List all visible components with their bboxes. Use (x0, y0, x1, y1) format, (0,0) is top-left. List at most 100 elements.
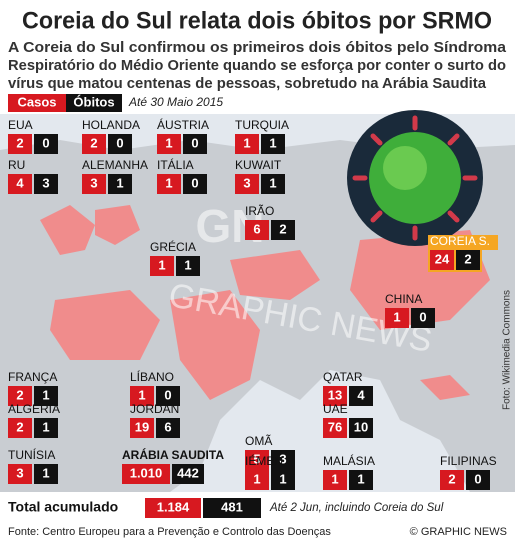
country-name: ITÁLIA (157, 157, 194, 172)
cases-box (323, 470, 347, 490)
subtitle: A Coreia do Sul confirmou os primeiros d… (8, 40, 507, 92)
cases-value: 13 (328, 387, 342, 402)
cases-value: 6 (253, 221, 260, 236)
deaths-value: 0 (474, 471, 481, 486)
cases-box (245, 470, 269, 490)
cases-value: 2 (16, 419, 23, 434)
country-name: TUNÍSIA (8, 447, 55, 462)
source: Fonte: Centro Europeu para a Prevenção e… (8, 526, 331, 538)
country-name: TURQUIA (235, 118, 289, 132)
cases-box (150, 256, 174, 276)
deaths-value: 10 (354, 419, 368, 434)
deaths-value: 1 (184, 257, 191, 272)
deaths-value: 1 (42, 387, 49, 402)
total-label: Total acumulado (8, 499, 118, 515)
cases-value: 2 (16, 135, 23, 150)
deaths-value: 0 (191, 135, 198, 150)
deaths-box (349, 470, 373, 490)
deaths-value: 2 (279, 221, 286, 236)
cases-value: 76 (328, 419, 342, 434)
title: Coreia do Sul relata dois óbitos por SRM… (22, 7, 492, 34)
country-name: ARÁBIA SAUDITA (122, 447, 224, 462)
cases-value: 1 (165, 135, 172, 150)
country-name: OMÃ (245, 434, 272, 448)
country-name: UAE (323, 402, 348, 416)
country-name: ALGERIA (8, 402, 60, 416)
country-name: FILIPINAS (440, 454, 497, 468)
subtitle-line: vírus que matou centenas de pessoas, sob… (8, 76, 487, 92)
cases-value: 1 (331, 471, 338, 486)
cases-value: 3 (90, 175, 97, 190)
cases-box (8, 134, 32, 154)
deaths-value: 3 (279, 451, 286, 466)
deaths-box (183, 174, 207, 194)
country-name: ALEMANHA (82, 158, 148, 172)
credit: © GRAPHIC NEWS (410, 526, 507, 538)
deaths-box (271, 220, 295, 240)
cases-box (130, 418, 154, 438)
total-note: Até 2 Jun, incluindo Coreia do Sul (269, 502, 444, 514)
country-name: LÍBANO (130, 369, 174, 384)
country-name: KUWAIT (235, 158, 282, 172)
country-name: IRÃO (245, 204, 274, 218)
total-deaths: 481 (221, 499, 243, 514)
deaths-box (156, 418, 180, 438)
legend-cases: Casos (17, 94, 56, 109)
cases-box (440, 470, 464, 490)
deaths-value: 1 (279, 471, 286, 486)
deaths-box (271, 470, 295, 490)
country-name: CHINA (385, 292, 422, 306)
deaths-value: 1 (42, 419, 49, 434)
cases-box (245, 220, 269, 240)
cases-box (157, 174, 181, 194)
country-name: COREIA S. (430, 234, 490, 248)
deaths-box (261, 134, 285, 154)
cases-value: 2 (16, 387, 23, 402)
deaths-box (156, 386, 180, 406)
deaths-value: 3 (42, 175, 49, 190)
cases-box (235, 134, 259, 154)
deaths-box (261, 174, 285, 194)
cases-value: 1 (393, 309, 400, 324)
cases-box (8, 174, 32, 194)
map-affected (40, 205, 490, 400)
cases-value: 1 (165, 175, 172, 190)
legend-cases-box (8, 94, 66, 112)
cases-box (82, 174, 106, 194)
cases-box (235, 174, 259, 194)
cases-value: 1 (138, 387, 145, 402)
cases-box (8, 386, 32, 406)
deaths-box (34, 418, 58, 438)
deaths-value: 442 (177, 465, 199, 480)
cases-value: 2 (448, 471, 455, 486)
cases-box (245, 450, 269, 470)
cases-value: 1 (253, 471, 260, 486)
cases-box (8, 464, 32, 484)
cases-value: 3 (243, 175, 250, 190)
deaths-value: 0 (164, 387, 171, 402)
deaths-box (34, 386, 58, 406)
cases-box (130, 386, 154, 406)
cases-value: 24 (435, 251, 450, 266)
cases-box (157, 134, 181, 154)
deaths-box (271, 450, 295, 470)
country-name: ÁUSTRIA (157, 117, 209, 132)
cases-value: 1 (158, 257, 165, 272)
cases-box (122, 464, 170, 484)
virus-photo (347, 110, 483, 246)
legend-deaths: Óbitos (73, 94, 114, 109)
cases-box (430, 250, 454, 270)
deaths-box (183, 134, 207, 154)
subtitle-line: Respiratório do Médio Oriente quando se … (8, 58, 506, 74)
deaths-value: 1 (269, 135, 276, 150)
deaths-value: 1 (42, 465, 49, 480)
country-name: EUA (8, 118, 33, 132)
label-bg (428, 235, 498, 250)
total-deaths-box (203, 498, 261, 518)
cases-value: 19 (135, 419, 149, 434)
deaths-box (34, 174, 58, 194)
cases-value: 5 (253, 451, 260, 466)
cases-box (323, 418, 347, 438)
